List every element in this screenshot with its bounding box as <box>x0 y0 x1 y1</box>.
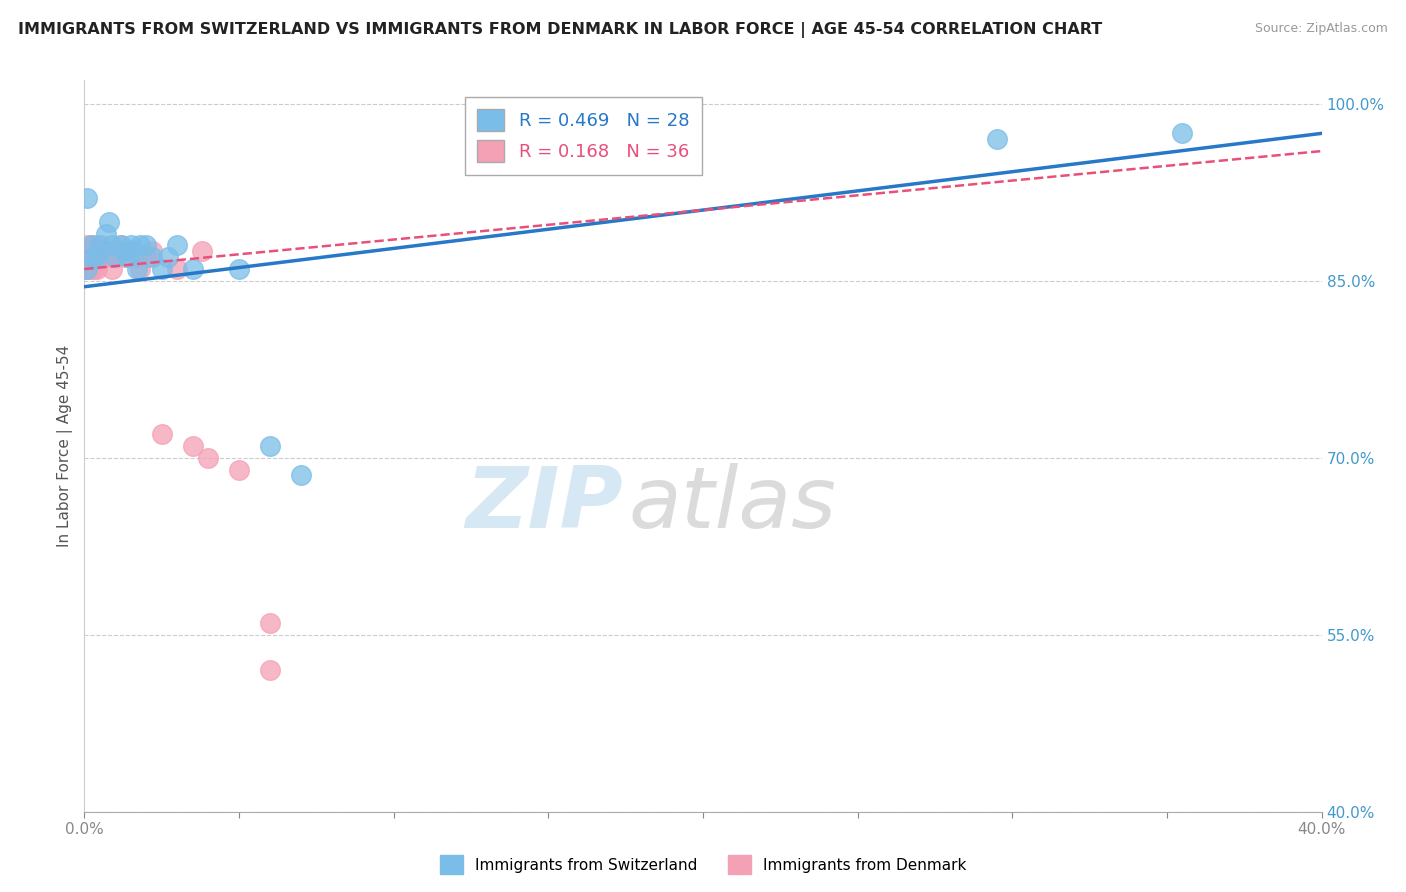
Point <box>181 439 204 453</box>
Point <box>73 262 96 277</box>
Point <box>98 215 121 229</box>
Point <box>76 262 98 277</box>
Point <box>150 427 173 442</box>
Point <box>1171 127 1194 141</box>
Point <box>79 262 101 277</box>
Point <box>166 238 188 252</box>
Point <box>76 250 98 264</box>
Y-axis label: In Labor Force | Age 45-54: In Labor Force | Age 45-54 <box>58 345 73 547</box>
Point <box>122 244 145 259</box>
Point <box>104 250 127 264</box>
Point <box>135 250 157 264</box>
Point <box>197 450 219 465</box>
Point <box>110 238 132 252</box>
Point <box>86 250 108 264</box>
Point <box>259 615 281 630</box>
Point <box>79 244 101 259</box>
Point <box>141 250 163 264</box>
Point <box>107 244 129 259</box>
Point <box>76 244 98 259</box>
Point <box>83 238 105 252</box>
Point <box>86 262 108 277</box>
Point <box>135 238 157 252</box>
Point <box>125 250 148 264</box>
Legend: R = 0.469   N = 28, R = 0.168   N = 36: R = 0.469 N = 28, R = 0.168 N = 36 <box>464 96 702 175</box>
Point <box>141 244 163 259</box>
Point <box>129 238 152 252</box>
Point <box>101 262 124 277</box>
Point <box>94 227 117 241</box>
Point <box>986 132 1008 146</box>
Point <box>290 468 312 483</box>
Point <box>104 250 127 264</box>
Point <box>259 663 281 677</box>
Legend: Immigrants from Switzerland, Immigrants from Denmark: Immigrants from Switzerland, Immigrants … <box>433 849 973 880</box>
Text: Source: ZipAtlas.com: Source: ZipAtlas.com <box>1254 22 1388 36</box>
Point <box>83 250 105 264</box>
Point <box>125 262 148 277</box>
Point <box>76 191 98 205</box>
Point <box>73 250 96 264</box>
Point <box>150 262 173 277</box>
Point <box>94 244 117 259</box>
Point <box>228 462 250 476</box>
Point <box>86 250 108 264</box>
Point <box>120 238 142 252</box>
Text: IMMIGRANTS FROM SWITZERLAND VS IMMIGRANTS FROM DENMARK IN LABOR FORCE | AGE 45-5: IMMIGRANTS FROM SWITZERLAND VS IMMIGRANT… <box>18 22 1102 38</box>
Point <box>79 250 101 264</box>
Point <box>156 250 179 264</box>
Point <box>91 250 114 264</box>
Point <box>101 238 124 252</box>
Point <box>79 238 101 252</box>
Point <box>83 262 105 277</box>
Point <box>129 262 152 277</box>
Point <box>259 439 281 453</box>
Point <box>181 262 204 277</box>
Point <box>76 262 98 277</box>
Point <box>114 244 136 259</box>
Point <box>228 262 250 277</box>
Point <box>166 262 188 277</box>
Point <box>120 244 142 259</box>
Point <box>76 238 98 252</box>
Point <box>98 250 121 264</box>
Point <box>191 244 214 259</box>
Point <box>117 250 139 264</box>
Point <box>114 250 136 264</box>
Point <box>89 244 111 259</box>
Point <box>110 238 132 252</box>
Text: atlas: atlas <box>628 463 837 546</box>
Point <box>89 238 111 252</box>
Point <box>83 250 105 264</box>
Text: ZIP: ZIP <box>465 463 623 546</box>
